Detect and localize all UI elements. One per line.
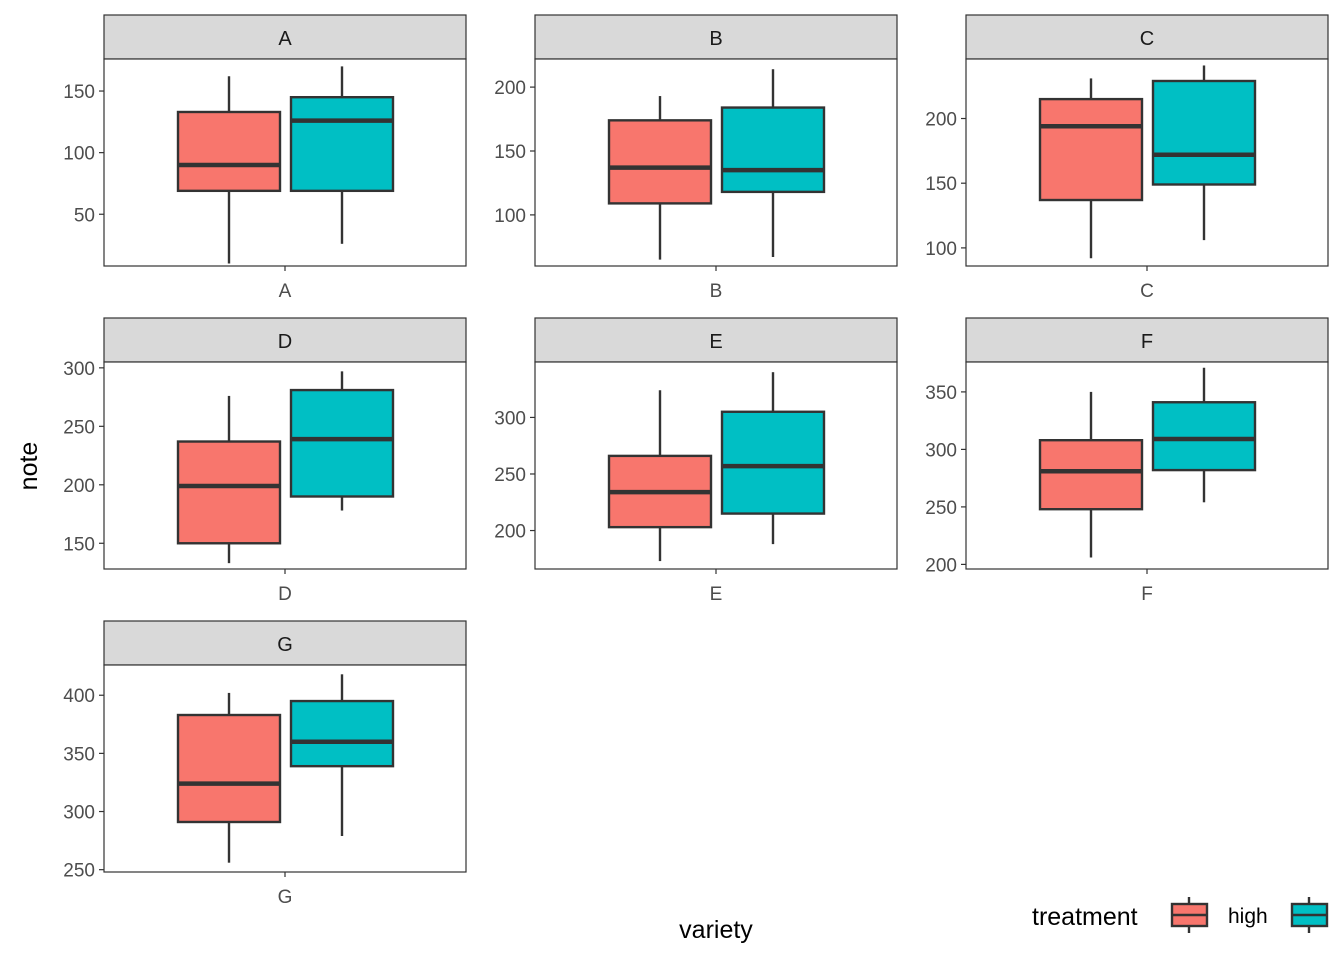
box-b-high <box>607 96 713 260</box>
box-a-second <box>289 66 395 244</box>
y-tick-label-a-150: 150 <box>63 82 95 103</box>
y-tick-label-f-250: 250 <box>925 498 957 519</box>
strip-c <box>965 14 1329 60</box>
facet-panel-b: B 100 150 200 B <box>494 14 898 302</box>
box-d-high-iqr <box>176 440 282 545</box>
strip-label-g: G <box>277 634 293 656</box>
y-tick-label-a-100: 100 <box>63 144 95 165</box>
y-tick-label-f-350: 350 <box>925 383 957 404</box>
strip-label-e: E <box>709 331 722 353</box>
legend-key-second <box>1290 897 1329 933</box>
strip-e <box>534 317 898 363</box>
box-a-high <box>176 76 282 264</box>
strip-f <box>965 317 1329 363</box>
facet-panels: A 50 100 150 A B 100 150 200 B C 100 150 200 C D 150 200 2… <box>63 14 1329 908</box>
y-tick-label-c-200: 200 <box>925 110 957 131</box>
facet-panel-a: A 50 100 150 A <box>63 14 467 302</box>
facet-panel-d: D 150 200 250 300 D <box>63 317 467 605</box>
box-e-second <box>720 372 826 545</box>
y-tick-label-b-200: 200 <box>494 78 526 99</box>
box-f-high-iqr <box>1038 439 1144 511</box>
box-d-high <box>176 395 282 564</box>
box-e-high <box>607 390 713 562</box>
strip-b <box>534 14 898 60</box>
box-e-second-iqr <box>720 410 826 515</box>
facet-panel-c: C 100 150 200 C <box>925 14 1329 302</box>
strip-label-a: A <box>278 28 292 50</box>
box-g-second-iqr <box>289 699 395 768</box>
plot-area-d <box>103 361 467 570</box>
legend-label-high: high <box>1228 905 1268 928</box>
y-tick-label-c-150: 150 <box>925 174 957 195</box>
y-tick-label-d-300: 300 <box>63 359 95 380</box>
x-tick-label-g: G <box>278 887 293 908</box>
box-g-second <box>289 674 395 836</box>
strip-label-b: B <box>709 28 722 50</box>
plot-area-g <box>103 664 467 873</box>
box-f-high <box>1038 391 1144 558</box>
y-tick-label-d-200: 200 <box>63 476 95 497</box>
x-tick-label-c: C <box>1140 281 1154 302</box>
plot-area-a <box>103 58 467 267</box>
y-tick-label-d-250: 250 <box>63 417 95 438</box>
y-tick-label-e-200: 200 <box>494 522 526 543</box>
x-tick-label-f: F <box>1141 584 1153 605</box>
plot-area-f <box>965 361 1329 570</box>
box-c-high <box>1038 78 1144 259</box>
legend-title: treatment <box>1032 903 1138 931</box>
y-tick-label-c-100: 100 <box>925 239 957 260</box>
y-axis-title: note <box>15 442 43 491</box>
plot-area-c <box>965 58 1329 267</box>
y-tick-label-d-150: 150 <box>63 534 95 555</box>
box-g-high <box>176 692 282 863</box>
y-tick-label-f-200: 200 <box>925 555 957 576</box>
strip-label-c: C <box>1140 28 1154 50</box>
box-c-high-iqr <box>1038 97 1144 202</box>
box-d-second-iqr <box>289 388 395 498</box>
y-tick-label-g-400: 400 <box>63 686 95 707</box>
box-c-second <box>1151 65 1257 241</box>
y-tick-label-g-300: 300 <box>63 803 95 824</box>
x-tick-label-b: B <box>710 281 723 302</box>
y-tick-label-g-350: 350 <box>63 744 95 765</box>
strip-g <box>103 620 467 666</box>
plot-area-b <box>534 58 898 267</box>
x-tick-label-e: E <box>710 584 723 605</box>
facet-panel-e: E 200 250 300 E <box>494 317 898 605</box>
y-tick-label-e-250: 250 <box>494 465 526 486</box>
box-b-second <box>720 69 826 258</box>
y-tick-label-g-250: 250 <box>63 861 95 882</box>
legend: treatment high <box>1032 897 1329 933</box>
x-tick-label-d: D <box>278 584 292 605</box>
strip-d <box>103 317 467 363</box>
y-tick-label-f-300: 300 <box>925 440 957 461</box>
x-axis-title: variety <box>679 916 753 944</box>
box-a-high-iqr <box>176 110 282 193</box>
y-tick-label-b-100: 100 <box>494 206 526 227</box>
strip-label-d: D <box>278 331 292 353</box>
box-g-high-iqr <box>176 713 282 824</box>
y-tick-label-a-50: 50 <box>74 205 95 226</box>
box-c-second-iqr <box>1151 79 1257 186</box>
y-tick-label-e-300: 300 <box>494 408 526 429</box>
legend-keys <box>1170 897 1329 933</box>
facet-panel-f: F 200 250 300 350 F <box>925 317 1329 605</box>
strip-a <box>103 14 467 60</box>
box-b-high-iqr <box>607 119 713 205</box>
x-tick-label-a: A <box>279 281 292 302</box>
facet-panel-g: G 250 300 350 400 G <box>63 620 467 908</box>
box-f-second-iqr <box>1151 401 1257 472</box>
legend-key-high <box>1170 897 1209 933</box>
box-d-second <box>289 371 395 511</box>
box-a-second-iqr <box>289 95 395 193</box>
y-tick-label-b-150: 150 <box>494 142 526 163</box>
box-f-second <box>1151 367 1257 503</box>
plot-area-e <box>534 361 898 570</box>
strip-label-f: F <box>1141 331 1153 353</box>
box-b-second-iqr <box>720 106 826 194</box>
